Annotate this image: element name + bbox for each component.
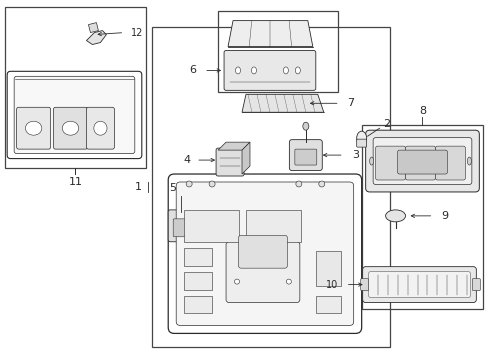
Ellipse shape	[234, 279, 239, 284]
Ellipse shape	[467, 157, 470, 165]
Text: 4: 4	[183, 155, 190, 165]
Text: 6: 6	[189, 66, 196, 76]
Ellipse shape	[385, 210, 405, 222]
Ellipse shape	[302, 122, 308, 130]
FancyBboxPatch shape	[7, 71, 142, 159]
Bar	[184, 248, 212, 266]
Polygon shape	[88, 23, 98, 32]
FancyBboxPatch shape	[294, 149, 316, 165]
Ellipse shape	[283, 67, 288, 74]
Bar	[184, 296, 212, 314]
Bar	[184, 210, 239, 242]
FancyBboxPatch shape	[471, 279, 479, 291]
Ellipse shape	[356, 131, 366, 145]
FancyBboxPatch shape	[17, 107, 50, 149]
Polygon shape	[242, 94, 323, 112]
Polygon shape	[86, 31, 106, 45]
FancyBboxPatch shape	[289, 140, 322, 171]
Text: 9: 9	[441, 211, 447, 221]
FancyBboxPatch shape	[375, 146, 405, 180]
FancyBboxPatch shape	[53, 107, 87, 149]
Ellipse shape	[209, 181, 215, 187]
FancyBboxPatch shape	[397, 150, 447, 174]
Polygon shape	[242, 142, 249, 174]
FancyBboxPatch shape	[224, 50, 315, 90]
FancyBboxPatch shape	[168, 174, 361, 333]
FancyBboxPatch shape	[86, 107, 114, 149]
Text: 12: 12	[131, 28, 143, 37]
Text: 1: 1	[135, 182, 142, 192]
Ellipse shape	[369, 157, 373, 165]
Bar	[218, 11, 337, 92]
Bar	[152, 27, 389, 347]
Ellipse shape	[318, 181, 324, 187]
Text: 8: 8	[418, 106, 425, 116]
Polygon shape	[227, 21, 312, 46]
Ellipse shape	[94, 121, 107, 135]
Ellipse shape	[235, 67, 240, 74]
Bar	[5, 7, 146, 168]
Text: 7: 7	[346, 98, 353, 108]
Ellipse shape	[186, 181, 192, 187]
Bar	[361, 125, 482, 310]
FancyBboxPatch shape	[362, 267, 475, 302]
FancyBboxPatch shape	[356, 139, 366, 147]
Text: 5: 5	[168, 183, 175, 193]
FancyBboxPatch shape	[365, 130, 478, 192]
FancyBboxPatch shape	[368, 272, 469, 298]
Ellipse shape	[62, 121, 79, 135]
Text: 10: 10	[325, 280, 337, 289]
Ellipse shape	[295, 67, 300, 74]
Bar	[315, 296, 340, 314]
Text: 2: 2	[383, 119, 390, 129]
Bar	[184, 272, 212, 289]
FancyBboxPatch shape	[168, 210, 194, 242]
FancyBboxPatch shape	[405, 146, 435, 180]
Bar	[315, 251, 340, 285]
Text: 11: 11	[68, 177, 82, 187]
FancyBboxPatch shape	[14, 76, 135, 154]
FancyBboxPatch shape	[225, 242, 299, 302]
Ellipse shape	[286, 279, 291, 284]
Ellipse shape	[295, 181, 301, 187]
Bar	[245, 210, 300, 242]
FancyBboxPatch shape	[435, 146, 465, 180]
Ellipse shape	[251, 67, 256, 74]
FancyBboxPatch shape	[176, 182, 353, 325]
Polygon shape	[218, 142, 249, 150]
FancyBboxPatch shape	[360, 279, 368, 291]
Text: 3: 3	[351, 150, 358, 160]
FancyBboxPatch shape	[372, 138, 471, 184]
FancyBboxPatch shape	[216, 148, 244, 176]
Ellipse shape	[25, 121, 42, 135]
FancyBboxPatch shape	[238, 235, 287, 268]
FancyBboxPatch shape	[173, 219, 189, 237]
